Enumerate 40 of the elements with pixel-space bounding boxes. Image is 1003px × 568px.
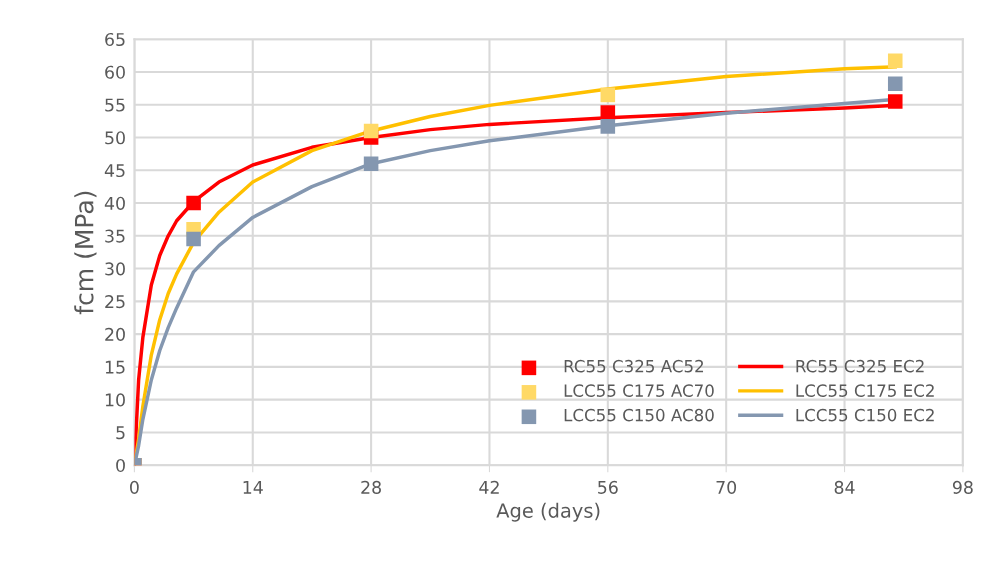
point [363,123,379,139]
x-tick-label: 98 [952,480,973,494]
point [887,94,903,109]
y-tick-label: 40 [104,196,125,210]
x-tick-label: 84 [834,480,855,494]
legend-label: RC55 C325 AC52 [564,359,704,373]
y-tick-label: 35 [105,229,125,243]
y-tick-label: 65 [105,32,125,47]
point [363,156,379,171]
y-tick-label: 25 [105,295,125,309]
legend-label: LCC55 C150 EC2 [796,408,934,422]
y-tick-label: 60 [105,65,125,79]
y-tick-label: 30 [105,262,125,276]
x-axis-title: Age (days) [496,502,600,522]
y-axis-title: fcm (MPa) [74,191,97,315]
point [600,119,616,134]
y-tick-label: 0 [116,458,125,473]
point [600,105,616,120]
point [887,53,903,69]
x-tick-label: 70 [716,480,737,494]
legend-label: RC55 C325 EC2 [796,359,924,373]
x-tick-label: 14 [243,481,263,494]
y-tick-label: 50 [105,131,125,145]
point [887,76,903,92]
y-tick-label: 10 [105,393,125,407]
legend-label: LCC55 C150 AC80 [564,408,714,422]
point [186,231,201,247]
y-tick-label: 20 [105,327,125,341]
point [600,87,616,103]
x-tick-label: 0 [130,480,139,494]
point [186,195,201,211]
x-tick-label: 42 [479,480,499,494]
y-tick-label: 55 [105,98,125,112]
x-tick-label: 28 [361,480,381,494]
legend-label: LCC55 C175 AC70 [564,384,714,397]
x-tick-label: 56 [598,480,618,494]
legend-label: LCC55 C175 EC2 [796,384,934,397]
y-tick-label: 15 [105,360,125,374]
y-tick-label: 5 [116,426,125,440]
y-tick-label: 45 [104,164,125,178]
